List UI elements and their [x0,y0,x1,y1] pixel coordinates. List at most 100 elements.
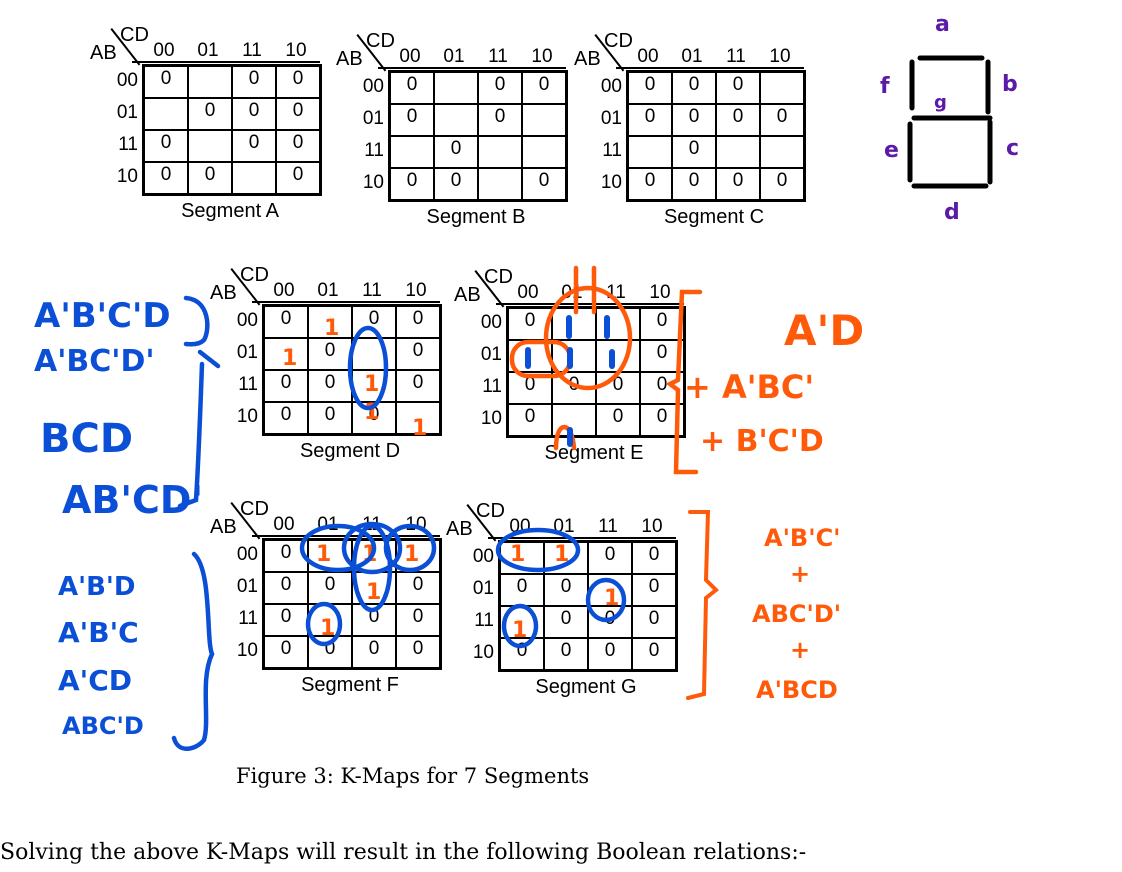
kmap-cell: 0 [716,72,760,104]
kmap-cell [390,136,434,168]
kmap-cell: 0 [144,162,188,194]
cd-label: CD [240,264,269,286]
column-header: 11 [242,40,262,61]
kmap-cell: 0 [632,574,676,606]
kmap-cell [522,136,566,168]
seg-e-term-2: + A'BC' [684,368,815,406]
kmap-cell: 0 [352,636,396,668]
segment-label: Segment B [426,206,526,228]
row-header: 00 [600,76,622,97]
row-header: 01 [480,344,502,365]
kmap-cell: 0 [232,66,276,98]
kmap-cell: 0 [434,168,478,200]
row-header: 11 [238,608,258,629]
seg-d-term-3: BCD [40,416,134,462]
segment-label-b: b [1002,72,1018,97]
kmap-cell: 0 [264,306,308,338]
handwritten-one: 1 [366,580,382,605]
kmap-cell: 0 [308,402,352,434]
seg-d-term-1: A'B'C'D [34,296,171,336]
row-header: 10 [116,166,138,187]
cd-label: CD [484,266,513,288]
kmap-cell [552,308,596,340]
segment-label-d: d [944,200,960,225]
kmap-cell: 0 [508,404,552,436]
column-header: 01 [197,40,219,61]
kmap-cell: 0 [522,168,566,200]
cd-label: CD [120,24,149,46]
row-header: 01 [236,576,258,597]
column-header: 01 [553,516,575,537]
row-header: 00 [236,310,258,331]
row-header: 00 [362,76,384,97]
seg-g-term-1: A'B'C' [764,524,841,552]
kmap-cell: 0 [640,404,684,436]
row-header: 11 [602,140,622,161]
kmap-cell: 0 [264,572,308,604]
kmap-cell [396,402,440,434]
kmap-cell [232,162,276,194]
kmap-cell: 0 [188,162,232,194]
kmap-cell: 0 [672,104,716,136]
kmap-cell: 0 [396,306,440,338]
segment-label-g: g [934,92,947,113]
column-header: 10 [641,516,663,537]
kmap-cell [144,98,188,130]
seg-g-plus-2: + [790,636,811,664]
kmap-cell: 0 [276,162,320,194]
kmap-cell: 0 [478,72,522,104]
kmap-cell [522,104,566,136]
kmap-cell: 0 [390,168,434,200]
column-header: 10 [405,280,427,301]
row-header: 01 [472,578,494,599]
cd-label: CD [366,30,395,52]
ab-label: AB [454,284,481,306]
kmap-cell: 0 [434,136,478,168]
kmap-cell: 0 [232,130,276,162]
kmap-cell: 0 [264,370,308,402]
segment-label: Segment D [299,440,401,462]
kmap-cell: 0 [760,168,804,200]
kmap-cell: 0 [640,340,684,372]
column-header: 00 [517,282,539,303]
seg-e-term-3: + B'C'D [700,424,824,459]
row-header: 11 [474,610,494,631]
row-header: 00 [116,70,138,91]
kmap-cell: 0 [760,104,804,136]
row-header: 01 [236,342,258,363]
kmap-cell [478,136,522,168]
column-header: 01 [317,514,339,535]
kmap-cell: 0 [396,370,440,402]
ab-label: AB [210,516,237,538]
column-header: 01 [681,46,703,67]
kmap-cell [434,104,478,136]
row-header: 11 [482,376,502,397]
row-header: 00 [472,546,494,567]
cd-label: CD [240,498,269,520]
figure-caption: Figure 3: K-Maps for 7 Segments [236,764,590,788]
kmap-cell: 0 [632,542,676,574]
kmap-cell [188,130,232,162]
row-header: 00 [236,544,258,565]
column-header: 01 [317,280,339,301]
column-header: 10 [531,46,553,67]
kmap-cell: 0 [628,72,672,104]
row-header: 10 [600,172,622,193]
kmap-cell [434,72,478,104]
row-header: 01 [600,108,622,129]
kmap-cell [596,340,640,372]
kmap-cell: 0 [508,372,552,404]
kmap-cell: 0 [632,606,676,638]
handwritten-one: 1 [604,586,620,611]
kmap-cell: 0 [264,604,308,636]
column-header: 10 [405,514,427,535]
kmap-cell: 0 [544,606,588,638]
kmap-cell: 0 [544,638,588,670]
kmap-cell [628,136,672,168]
row-header: 11 [238,374,258,395]
cd-label: CD [604,30,633,52]
kmap-cell: 0 [508,308,552,340]
column-header: 00 [509,516,531,537]
segment-label: Segment A [181,200,279,222]
handwritten-one: 1 [324,316,340,341]
